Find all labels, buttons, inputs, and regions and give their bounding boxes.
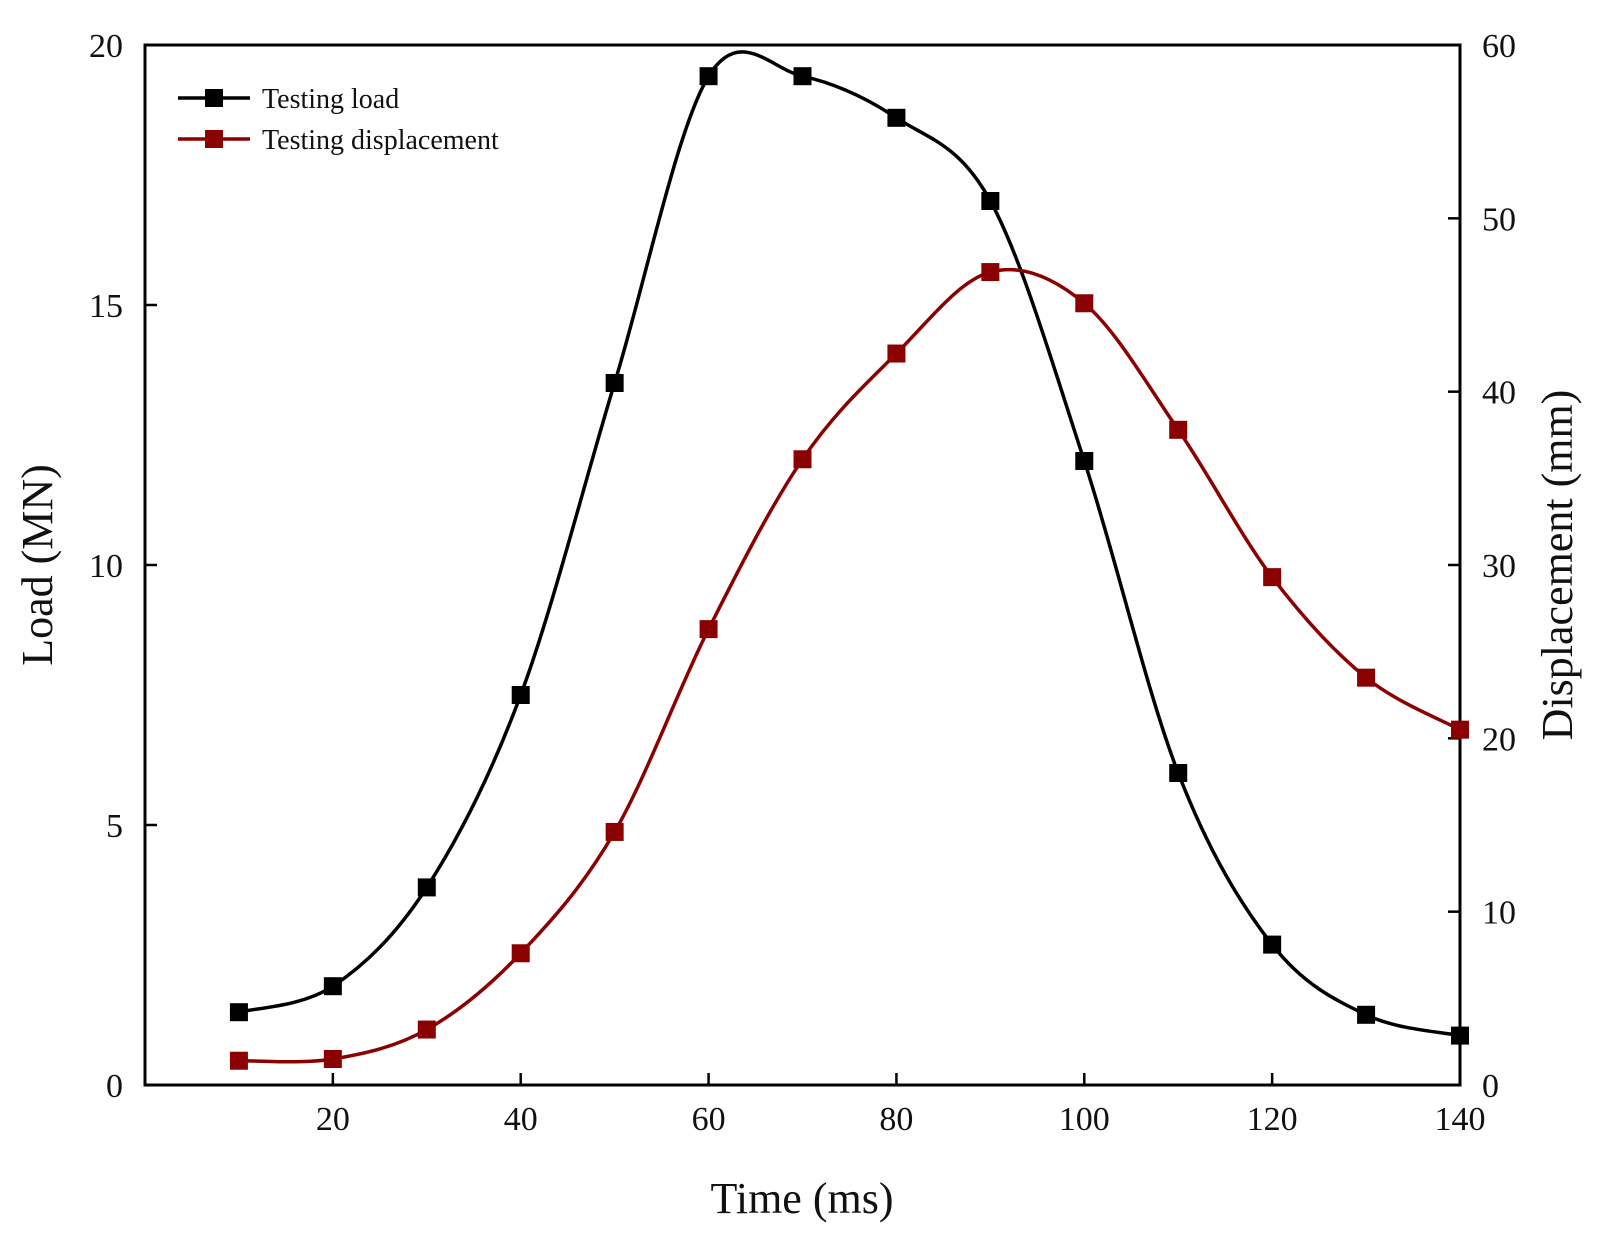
plot-area (229, 50, 1469, 1070)
y-axis-right: 0 10 20 30 40 50 60 (1448, 28, 1516, 1105)
x-tick-label: 80 (879, 1101, 913, 1138)
data-point-testing-load (1451, 1026, 1469, 1045)
legend-marker-load (205, 89, 223, 107)
y-axis-right-title: Displacement (mm) (1533, 390, 1582, 741)
data-point-testing-displacement (1075, 294, 1094, 313)
data-point-testing-load (1357, 1005, 1376, 1024)
data-point-testing-displacement (1263, 568, 1282, 587)
y-right-tick-label: 0 (1482, 1068, 1499, 1105)
y-right-tick-label: 40 (1482, 375, 1516, 412)
legend-label-load: Testing load (262, 84, 399, 115)
data-point-testing-displacement (511, 944, 530, 963)
y-left-tick-label: 0 (106, 1068, 123, 1105)
data-point-testing-displacement (1169, 420, 1188, 439)
y-left-tick-label: 20 (89, 28, 123, 65)
data-point-testing-displacement (981, 263, 1000, 282)
data-point-testing-load (417, 878, 436, 897)
y-right-tick-label: 50 (1482, 201, 1516, 238)
y-right-tick-label: 20 (1482, 721, 1516, 758)
x-tick-label: 120 (1247, 1101, 1298, 1138)
y-right-tick-label: 10 (1482, 895, 1516, 932)
data-point-testing-displacement (793, 450, 812, 469)
data-point-testing-load (323, 977, 342, 996)
data-point-testing-load (1263, 935, 1282, 954)
data-point-testing-load (1169, 764, 1188, 782)
x-tick-label: 100 (1059, 1101, 1110, 1138)
data-point-testing-displacement (417, 1020, 436, 1039)
data-point-testing-load (699, 67, 718, 86)
x-tick-label: 140 (1435, 1101, 1486, 1138)
x-axis-title: Time (ms) (711, 1174, 894, 1223)
y-right-tick-label: 30 (1482, 548, 1516, 585)
series-line-testing-load (238, 50, 1461, 1038)
data-point-testing-displacement (699, 620, 718, 639)
data-point-testing-load (511, 686, 530, 704)
data-point-testing-displacement (605, 822, 624, 841)
x-tick-label: 40 (504, 1101, 538, 1138)
x-tick-label: 60 (692, 1101, 726, 1138)
y-left-tick-label: 15 (89, 288, 123, 325)
data-point-testing-displacement (1357, 668, 1376, 687)
data-point-testing-load (981, 192, 1000, 210)
data-point-testing-load (229, 1003, 248, 1022)
y-left-tick-label: 10 (89, 548, 123, 585)
legend: Testing load Testing displacement (178, 84, 499, 156)
data-point-testing-displacement (1451, 720, 1469, 739)
legend-label-displacement: Testing displacement (262, 125, 499, 156)
data-point-testing-displacement (229, 1051, 248, 1070)
data-point-testing-load (1075, 452, 1094, 470)
legend-marker-displacement (205, 130, 223, 148)
data-point-testing-displacement (887, 344, 906, 363)
data-point-testing-displacement (323, 1050, 342, 1068)
x-tick-label: 20 (316, 1101, 350, 1138)
y-left-tick-label: 5 (106, 808, 123, 845)
x-axis: 20 40 60 80 100 120 140 (316, 1073, 1486, 1138)
data-point-testing-load (887, 108, 906, 127)
data-point-testing-load (793, 67, 812, 86)
series-line-testing-displacement (238, 267, 1461, 1064)
data-point-testing-load (605, 374, 624, 392)
y-axis-left-title: Load (MN) (13, 464, 62, 666)
y-right-tick-label: 60 (1482, 28, 1516, 65)
y-axis-left: 0 5 10 15 20 (89, 28, 157, 1105)
